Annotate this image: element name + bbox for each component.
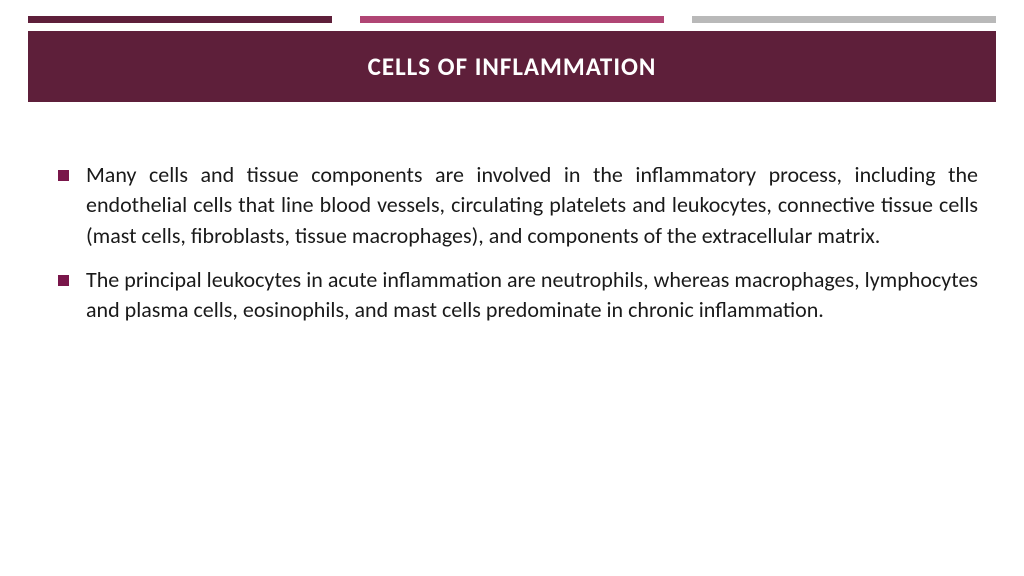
content-area: Many cells and tissue components are inv…: [0, 102, 1024, 326]
bullet-list: Many cells and tissue components are inv…: [64, 160, 978, 326]
bullet-item: The principal leukocytes in acute inflam…: [64, 265, 978, 326]
accent-bar-1: [28, 16, 332, 23]
accent-bar-3: [692, 16, 996, 23]
bullet-item: Many cells and tissue components are inv…: [64, 160, 978, 251]
accent-bar-2: [360, 16, 664, 23]
slide-title: CELLS OF INFLAMMATION: [28, 31, 996, 102]
accent-bar-row: [0, 0, 1024, 23]
